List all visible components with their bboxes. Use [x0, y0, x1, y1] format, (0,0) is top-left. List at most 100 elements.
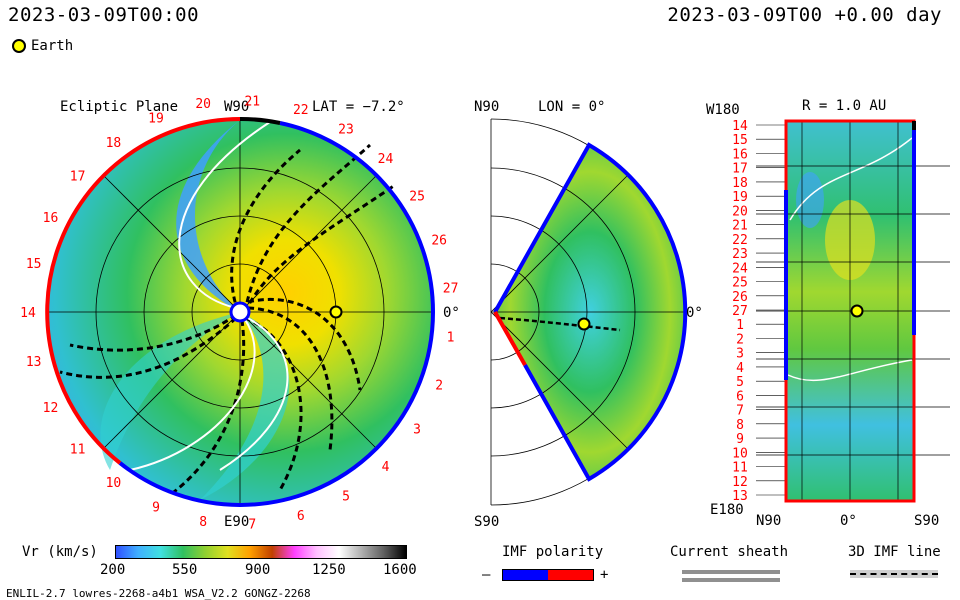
current-sheath-label: Current sheath: [670, 544, 789, 560]
sector-label: 11: [70, 442, 86, 457]
synoptic-bottom-left: E180: [710, 502, 744, 518]
synoptic-row-label: 19: [732, 190, 748, 205]
synoptic-row-label: 1: [736, 318, 744, 333]
sector-label: 26: [431, 234, 447, 249]
sector-label: 6: [297, 509, 305, 524]
synoptic-row-label: 21: [732, 219, 748, 234]
synoptic-row-label: 6: [736, 389, 744, 404]
synoptic-row-label: 12: [732, 475, 748, 490]
synoptic-row-label: 14: [732, 119, 748, 134]
sector-label: 13: [26, 355, 42, 370]
velocity-colorbar: [115, 545, 407, 559]
earth-legend: Earth: [12, 38, 73, 54]
imf-polarity-label: IMF polarity: [502, 544, 604, 560]
meridional-right-label: 0°: [686, 305, 703, 321]
synoptic-x-left: N90: [756, 513, 781, 529]
sector-label: 27: [443, 281, 459, 296]
meridional-border-red: [493, 311, 527, 366]
meridional-top-label: N90: [474, 99, 499, 115]
synoptic-sheath-bottom: [787, 359, 913, 382]
tick-550: 550: [172, 562, 198, 578]
synoptic-row-label: 17: [732, 162, 748, 177]
sun-marker: [229, 301, 251, 323]
tick-900: 900: [245, 562, 271, 578]
sector-label: 25: [409, 190, 425, 205]
synoptic-row-label: 5: [736, 375, 744, 390]
imf-3d-swatch: [850, 570, 938, 578]
imf-3d-label: 3D IMF line: [848, 544, 941, 560]
sector-label: 10: [106, 476, 122, 491]
imf-minus: –: [482, 567, 491, 583]
ecliptic-bottom-label: E90: [224, 514, 249, 530]
synoptic-row-label: 2: [736, 333, 744, 348]
earth-label: Earth: [31, 38, 74, 54]
synoptic-row-label: 7: [736, 404, 744, 419]
sector-label: 18: [106, 136, 122, 151]
synoptic-row-label: 3: [736, 347, 744, 362]
synoptic-sheath-top: [789, 137, 913, 221]
imf-polarity-bar: [502, 569, 594, 581]
timestamp: 2023-03-09T00:00: [8, 4, 200, 26]
sector-label: 16: [43, 211, 59, 226]
ecliptic-plane-panel: Ecliptic Plane LAT = −7.2° W90 E90 0° 12…: [20, 94, 460, 530]
sector-label: 21: [244, 94, 260, 109]
meridional-panel: N90 LON = 0° S90 0°: [474, 99, 703, 530]
synoptic-row-label: 11: [732, 461, 748, 476]
sector-label: 4: [382, 460, 390, 475]
synoptic-row-label: 25: [732, 276, 748, 291]
meridional-lon: LON = 0°: [538, 99, 605, 115]
sector-label: 2: [435, 379, 443, 394]
tick-1600: 1600: [383, 562, 417, 578]
synoptic-row-label: 4: [736, 361, 744, 376]
synoptic-row-label: 24: [732, 261, 748, 276]
synoptic-row-label: 23: [732, 247, 748, 262]
synoptic-row-label: 27: [732, 304, 748, 319]
synoptic-row-label: 20: [732, 204, 748, 219]
sector-label: 14: [20, 306, 36, 321]
tick-1250: 1250: [312, 562, 346, 578]
sector-label: 17: [70, 170, 86, 185]
sector-label: 1: [447, 331, 455, 346]
synoptic-row-label: 9: [736, 432, 744, 447]
earth-marker-ecliptic: [329, 305, 343, 319]
sector-label: 3: [413, 423, 421, 438]
synoptic-x-mid: 0°: [840, 513, 857, 529]
imf-positive-swatch: [548, 570, 593, 580]
synoptic-row-labels: 1415161718192021222324252627123456789101…: [732, 119, 748, 504]
sector-label: 7: [248, 518, 256, 530]
synoptic-x-right: S90: [914, 513, 939, 529]
sector-label: 23: [338, 122, 354, 137]
synoptic-row-label: 10: [732, 446, 748, 461]
imf-plus: +: [600, 567, 609, 583]
sector-label: 5: [342, 490, 350, 505]
current-sheath: [129, 121, 289, 471]
synoptic-r: R = 1.0 AU: [802, 98, 886, 114]
synoptic-row-label: 22: [732, 233, 748, 248]
ecliptic-right-label: 0°: [443, 305, 460, 321]
sector-label: 22: [293, 103, 309, 118]
earth-icon: [12, 39, 26, 53]
synoptic-row-label: 26: [732, 290, 748, 305]
ecliptic-top-label: W90: [224, 99, 249, 115]
synoptic-row-label: 16: [732, 148, 748, 163]
ecliptic-lat: LAT = −7.2°: [312, 99, 405, 115]
sector-label: 20: [195, 97, 211, 112]
imf-negative-swatch: [503, 570, 548, 580]
synoptic-row-label: 8: [736, 418, 744, 433]
colorbar-ticks: 200 550 900 1250 1600: [100, 562, 420, 580]
synoptic-top-left: W180: [706, 102, 740, 118]
colorbar-label: Vr (km/s): [22, 544, 98, 560]
meridional-bottom-label: S90: [474, 514, 499, 530]
footer-model-info: ENLIL-2.7 lowres-2268-a4b1 WSA_V2.2 GONG…: [6, 587, 311, 600]
earth-marker-synoptic: [850, 304, 864, 318]
sector-label: 15: [26, 257, 42, 272]
sector-label: 12: [43, 401, 59, 416]
meridional-border-blue: [493, 142, 688, 482]
tick-200: 200: [100, 562, 126, 578]
time-offset: 2023-03-09T00 +0.00 day: [667, 4, 942, 26]
ecliptic-title: Ecliptic Plane: [60, 99, 178, 115]
earth-marker-meridional: [577, 317, 591, 331]
sector-label: 19: [148, 111, 164, 126]
current-sheath-swatch: [682, 570, 780, 582]
